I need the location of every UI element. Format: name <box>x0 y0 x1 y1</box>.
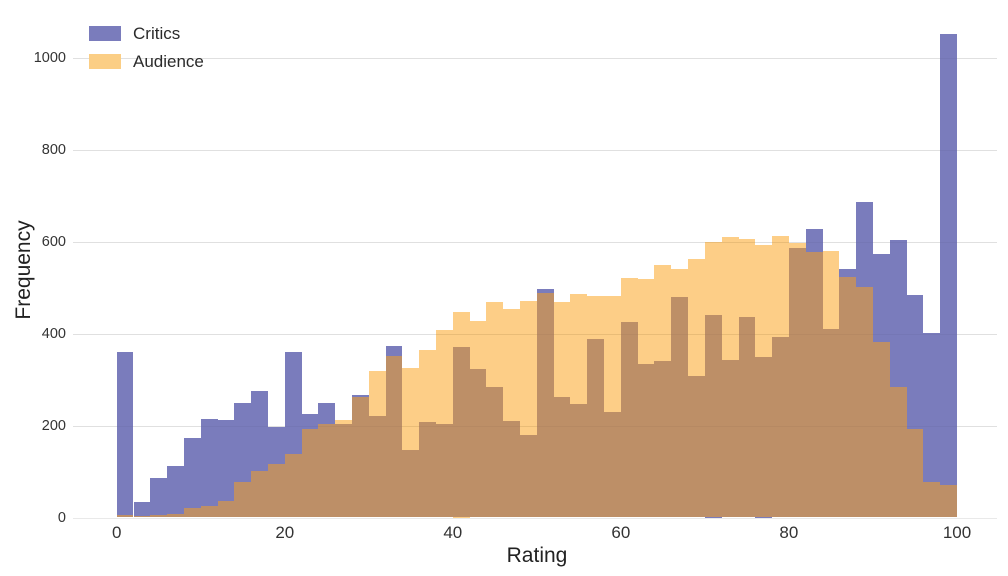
audience-bar <box>150 515 168 518</box>
y-axis-title: Frequency <box>12 220 35 320</box>
y-tick-label: 1000 <box>33 50 66 67</box>
critics-bar <box>167 466 184 518</box>
audience-bar <box>368 370 386 518</box>
critics-bar <box>923 332 941 518</box>
audience-bar <box>402 367 420 518</box>
audience-bar <box>772 235 789 518</box>
legend: Critics Audience <box>89 25 204 70</box>
y-tick-label: 200 <box>41 417 66 434</box>
x-tick-label: 100 <box>942 523 972 542</box>
audience-bar <box>183 508 201 518</box>
x-tick-label: 60 <box>611 523 631 542</box>
audience-bar <box>923 482 941 518</box>
audience-bar <box>251 470 268 518</box>
audience-bar <box>738 238 756 518</box>
audience-bar <box>419 350 436 518</box>
x-tick-label: 80 <box>779 523 799 542</box>
critics-legend-label: Critics <box>133 24 181 43</box>
audience-bar <box>688 258 705 518</box>
audience-color-swatch <box>89 54 121 69</box>
x-axis-title: Rating <box>506 544 568 567</box>
gridline-overlay-y200 <box>73 426 997 427</box>
audience-bar <box>671 268 689 518</box>
audience-bar <box>570 294 588 518</box>
audience-bar <box>889 387 907 518</box>
audience-bar <box>906 428 924 518</box>
critics-bar <box>200 418 218 518</box>
audience-bar <box>284 453 302 518</box>
y-tick-label: 0 <box>57 509 66 526</box>
legend-item-critics: Critics <box>89 25 204 42</box>
critics-bar <box>133 502 151 518</box>
audience-bar <box>520 300 537 518</box>
audience-bar <box>755 245 773 518</box>
audience-bar <box>553 301 571 518</box>
audience-bar <box>587 295 605 518</box>
audience-bar <box>436 330 453 518</box>
gridline-overlay-y1000 <box>73 58 997 59</box>
x-tick-label: 0 <box>111 523 122 542</box>
critics-bar <box>183 437 201 518</box>
gridline-y800 <box>73 150 997 152</box>
audience-bar <box>721 236 739 518</box>
audience-bar <box>940 485 957 518</box>
x-tick-label: 20 <box>275 523 295 542</box>
audience-bar <box>200 505 218 518</box>
audience-bar <box>637 278 655 518</box>
gridline-y0 <box>73 517 997 519</box>
y-tick-label: 600 <box>41 234 66 250</box>
audience-bar <box>133 516 151 518</box>
y-tick-label: 800 <box>41 142 66 159</box>
audience-bar <box>301 428 319 518</box>
audience-bar <box>654 265 672 518</box>
audience-bar <box>167 513 184 518</box>
gridline-overlay-y400 <box>73 334 997 335</box>
audience-bar <box>234 482 252 518</box>
gridline-y1000 <box>73 58 997 60</box>
audience-bar <box>536 293 554 518</box>
critics-bar <box>940 34 957 518</box>
audience-bar <box>839 276 857 518</box>
y-tick-label: 400 <box>41 325 66 342</box>
legend-item-audience: Audience <box>89 53 204 70</box>
critics-color-swatch <box>89 26 121 41</box>
audience-bar <box>872 342 890 518</box>
critics-bar <box>217 419 235 518</box>
gridline-y600 <box>73 242 997 243</box>
audience-bar <box>704 241 722 518</box>
audience-bar <box>335 419 352 518</box>
audience-bar <box>385 356 403 518</box>
critics-bar <box>116 352 134 518</box>
audience-bar <box>503 308 521 518</box>
audience-bar <box>452 312 470 518</box>
audience-bar <box>486 302 504 518</box>
audience-legend-label: Audience <box>133 52 204 71</box>
audience-bar <box>604 295 621 518</box>
audience-bar <box>856 286 873 518</box>
audience-bar <box>805 252 823 518</box>
audience-bar <box>788 242 806 518</box>
audience-bar <box>620 277 638 518</box>
audience-bar <box>267 463 285 518</box>
audience-bar <box>318 423 336 518</box>
audience-bar <box>469 320 487 518</box>
gridline-overlay-y800 <box>73 150 997 151</box>
audience-bar <box>822 251 840 518</box>
critics-bar <box>150 478 168 518</box>
audience-bar <box>217 501 235 518</box>
audience-bar <box>116 514 134 518</box>
gridline-overlay-y600 <box>73 242 997 243</box>
x-tick-label: 40 <box>443 523 463 542</box>
audience-bar <box>351 397 369 518</box>
